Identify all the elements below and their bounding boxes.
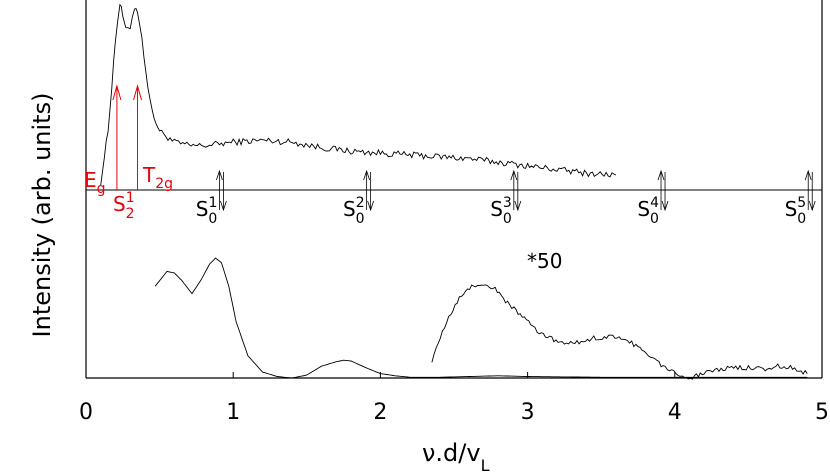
plot-frame [85,0,823,379]
s0-arrow-head [804,169,812,181]
s0-arrow-head [220,200,227,212]
x-tick-label: 3 [521,400,535,425]
x-tick-label: 1 [226,400,240,425]
peak-label: S1 2 [113,190,135,222]
s0-label-sup: 1 [209,195,218,211]
annotation-scale: *50 [527,249,562,273]
peak-label-base: S [113,192,126,216]
s0-arrow-head [363,169,371,181]
x-tick-label: 5 [815,400,829,425]
s0-arrow-head [657,169,665,181]
x-tick-label: 4 [668,400,682,425]
s0-label-base: S [785,197,798,221]
s0-label-sup: 5 [797,195,806,211]
series-line [154,257,808,379]
x-tick-label: 0 [79,400,93,425]
red-arrows [112,84,143,190]
series-line [100,3,617,186]
x-tick-label: 2 [373,400,387,425]
s0-label-sup: 2 [356,195,365,211]
x-axis-label-sub: L [481,456,490,475]
s0-label-sup: 4 [650,195,659,211]
s0-label-sub: 0 [503,211,512,227]
s0-arrow-head [514,200,522,212]
peak-label: T2g [142,163,173,192]
s0-label-sub: 0 [650,211,659,227]
s0-label-base: S [637,197,650,221]
s0-arrow-head [808,200,816,212]
s0-label-sub: 0 [208,211,217,227]
series-lines [100,3,808,380]
peak-label-base: E [84,168,97,192]
s0-arrow-head [367,200,375,212]
peak-label-sub: 2g [155,176,173,192]
s0-label: S3 0 [490,195,512,227]
s0-label: S1 0 [196,195,218,227]
x-tick-labels: 0 1 2 3 4 5 [79,372,829,425]
x-axis-label-main: ν.d/v [422,439,481,467]
peak-label-base: T [142,163,156,187]
s0-arrow-head [661,200,669,212]
s0-label-base: S [490,197,503,221]
peak-label: Eg [84,168,106,197]
s0-label: S5 0 [785,195,807,227]
s0-label-sup: 3 [503,195,512,211]
s0-label-base: S [196,197,209,221]
s0-label: S2 0 [343,195,365,227]
s0-label-sub: 0 [356,211,365,227]
peak-label-sub: g [97,181,106,197]
red-arrow-head [133,84,143,101]
red-arrow-head [112,84,122,101]
peak-label-sup: 1 [126,190,135,206]
s0-arrow-head [216,169,223,181]
s0-label-sub: 0 [797,211,806,227]
s0-lines: S1 0 S2 0 S3 0 S4 0 S5 0 [196,169,816,227]
s0-label: S4 0 [637,195,659,227]
y-axis-label: Intensity (arb. units) [28,93,56,338]
s0-arrow-head [510,169,518,181]
x-axis-label: ν.d/vL [422,439,490,475]
peak-label-sub: 2 [126,206,135,222]
series-line [431,284,808,380]
s0-label-base: S [343,197,356,221]
